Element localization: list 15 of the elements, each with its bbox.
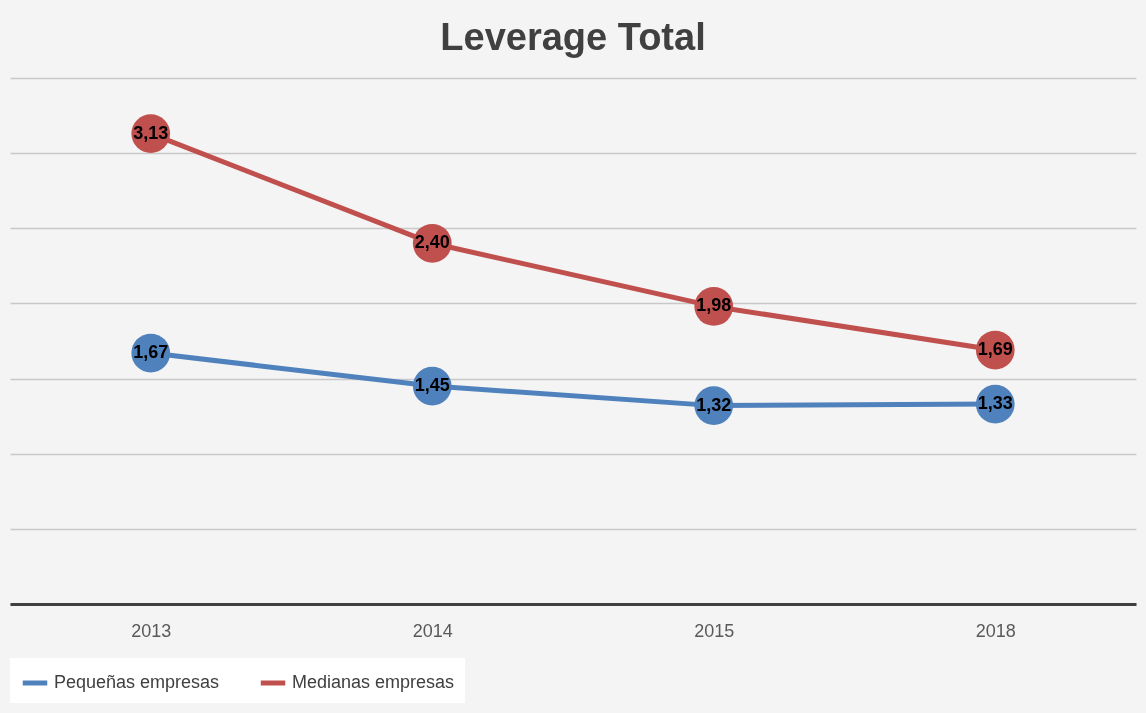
data-label: 1,69 bbox=[977, 339, 1013, 360]
x-tick-label: 2015 bbox=[694, 620, 735, 641]
x-tick-label: 2014 bbox=[412, 620, 453, 641]
data-label: 3,13 bbox=[133, 122, 169, 143]
data-label: 1,67 bbox=[133, 342, 169, 363]
legend-label: Medianas empresas bbox=[292, 672, 455, 692]
data-label: 1,32 bbox=[696, 394, 732, 415]
data-label: 2,40 bbox=[414, 232, 450, 253]
data-label: 1,45 bbox=[414, 375, 450, 396]
legend-label: Pequeñas empresas bbox=[54, 672, 220, 692]
chart-title: Leverage Total bbox=[440, 16, 706, 58]
data-label: 1,33 bbox=[977, 393, 1013, 414]
data-label: 1,98 bbox=[696, 295, 732, 316]
x-tick-label: 2013 bbox=[131, 620, 172, 641]
x-tick-label: 2018 bbox=[975, 620, 1016, 641]
